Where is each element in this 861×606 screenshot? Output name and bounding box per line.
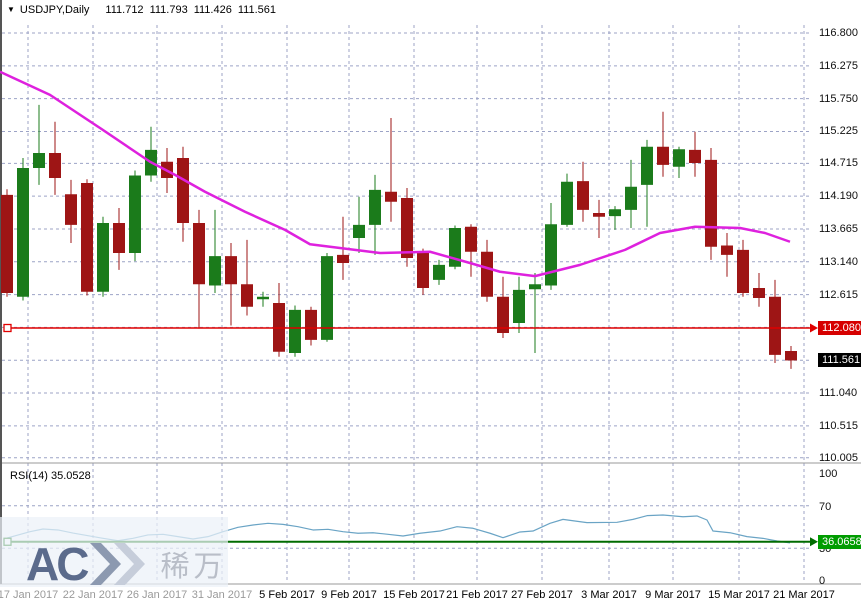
rsi-level-label: 36.0658 xyxy=(818,534,861,549)
candle xyxy=(241,239,253,316)
candle xyxy=(545,203,557,290)
candle xyxy=(353,196,365,253)
date-tick-label: 31 Jan 2017 xyxy=(191,589,253,601)
candle xyxy=(257,291,269,307)
price-axis-label: 111.040 xyxy=(819,387,858,399)
ohlc-close: 111.561 xyxy=(237,4,276,16)
candle xyxy=(497,276,509,338)
price-axis-label: 114.190 xyxy=(819,190,858,203)
candle xyxy=(561,173,573,227)
price-axis-label: 114.715 xyxy=(819,157,858,170)
moving-average-line xyxy=(0,70,791,278)
candle xyxy=(81,179,93,296)
candle xyxy=(737,239,749,297)
candlesticks xyxy=(1,104,797,369)
candle xyxy=(145,126,157,182)
date-tick-label: 5 Feb 2017 xyxy=(259,589,315,601)
candle xyxy=(625,159,637,228)
logo-text-cjk: 稀万 xyxy=(160,551,227,583)
candle xyxy=(209,209,221,293)
rsi-indicator-label: RSI(14) 35.0528 xyxy=(10,470,91,482)
date-tick-label: 22 Jan 2017 xyxy=(62,589,124,601)
candle xyxy=(609,206,621,230)
hline-price-label: 112.080 xyxy=(818,321,861,335)
price-axis-label: 116.800 xyxy=(819,27,858,39)
grid-lines xyxy=(2,25,812,583)
candle xyxy=(657,111,669,177)
date-tick-label: 15 Mar 2017 xyxy=(708,589,770,601)
candle xyxy=(177,146,189,242)
price-axis-label: 116.275 xyxy=(819,59,858,72)
price-axis-label: 115.750 xyxy=(819,92,858,105)
price-axis-label: 100 xyxy=(819,468,838,480)
candle xyxy=(465,224,477,277)
logo-chevron-icon xyxy=(90,543,146,585)
candle xyxy=(673,146,685,178)
candle xyxy=(17,158,29,301)
current-price-label: 111.561 xyxy=(818,353,861,368)
candle xyxy=(129,170,141,262)
candle xyxy=(785,345,797,369)
date-tick-label: 21 Mar 2017 xyxy=(773,589,835,601)
candle xyxy=(385,118,397,222)
date-tick-label: 3 Mar 2017 xyxy=(581,589,637,601)
date-tick-label: 27 Feb 2017 xyxy=(511,589,573,601)
candle xyxy=(225,243,237,326)
candle xyxy=(449,225,461,270)
candle xyxy=(433,259,445,285)
broker-logo: AC 稀万 xyxy=(26,541,226,587)
date-tick-label: 9 Mar 2017 xyxy=(645,589,701,601)
candle xyxy=(65,179,77,243)
date-tick-label: 26 Jan 2017 xyxy=(126,589,188,601)
price-axis-label: 112.615 xyxy=(819,288,858,301)
watermark-overlay: AC 稀万 xyxy=(0,517,228,587)
price-axis-label: 115.225 xyxy=(819,125,858,138)
candle xyxy=(369,174,381,255)
candle xyxy=(49,121,61,195)
ohlc-low: 111.426 xyxy=(193,4,232,16)
candle xyxy=(529,273,541,353)
candle xyxy=(769,279,781,363)
candle xyxy=(97,216,109,297)
logo-text-latin: AC xyxy=(26,538,89,590)
ohlc-open: 111.712 xyxy=(105,4,144,16)
candle xyxy=(113,208,125,270)
collapse-triangle-icon[interactable]: ▼ xyxy=(7,5,15,14)
candle xyxy=(289,305,301,357)
candle xyxy=(33,104,45,185)
candle xyxy=(305,306,317,346)
ohlc-high: 111.793 xyxy=(149,4,188,16)
candle xyxy=(753,273,765,307)
candle xyxy=(705,148,717,260)
date-tick-label: 21 Feb 2017 xyxy=(446,589,508,601)
chart-title-bar: ▼ USDJPY,Daily 111.712 111.793 111.426 111.56… xyxy=(7,4,276,16)
candle xyxy=(417,248,429,295)
date-tick-label: 9 Feb 2017 xyxy=(321,589,377,601)
candle xyxy=(401,188,413,267)
candle xyxy=(481,239,493,302)
date-tick-label: 15 Feb 2017 xyxy=(383,589,445,601)
candle xyxy=(1,189,13,297)
price-axis-label: 110.005 xyxy=(819,451,858,464)
candle xyxy=(577,161,589,222)
candle xyxy=(593,199,605,238)
symbol-period-label: USDJPY,Daily xyxy=(19,4,90,16)
candle xyxy=(321,253,333,342)
price-axis-label: 0 xyxy=(819,575,826,587)
date-tick-label: 17 Jan 2017 xyxy=(0,589,59,601)
price-axis-label: 70 xyxy=(819,500,832,513)
price-axis-label: 113.665 xyxy=(819,222,858,235)
candle xyxy=(641,139,653,227)
pane-frame xyxy=(0,0,861,585)
candle xyxy=(193,209,205,329)
candle xyxy=(513,276,525,333)
horizontal-price-line xyxy=(3,323,818,333)
price-axis-label: 110.515 xyxy=(819,419,858,432)
candle xyxy=(721,233,733,277)
price-axis-label: 113.140 xyxy=(819,255,858,268)
candle xyxy=(689,131,701,177)
